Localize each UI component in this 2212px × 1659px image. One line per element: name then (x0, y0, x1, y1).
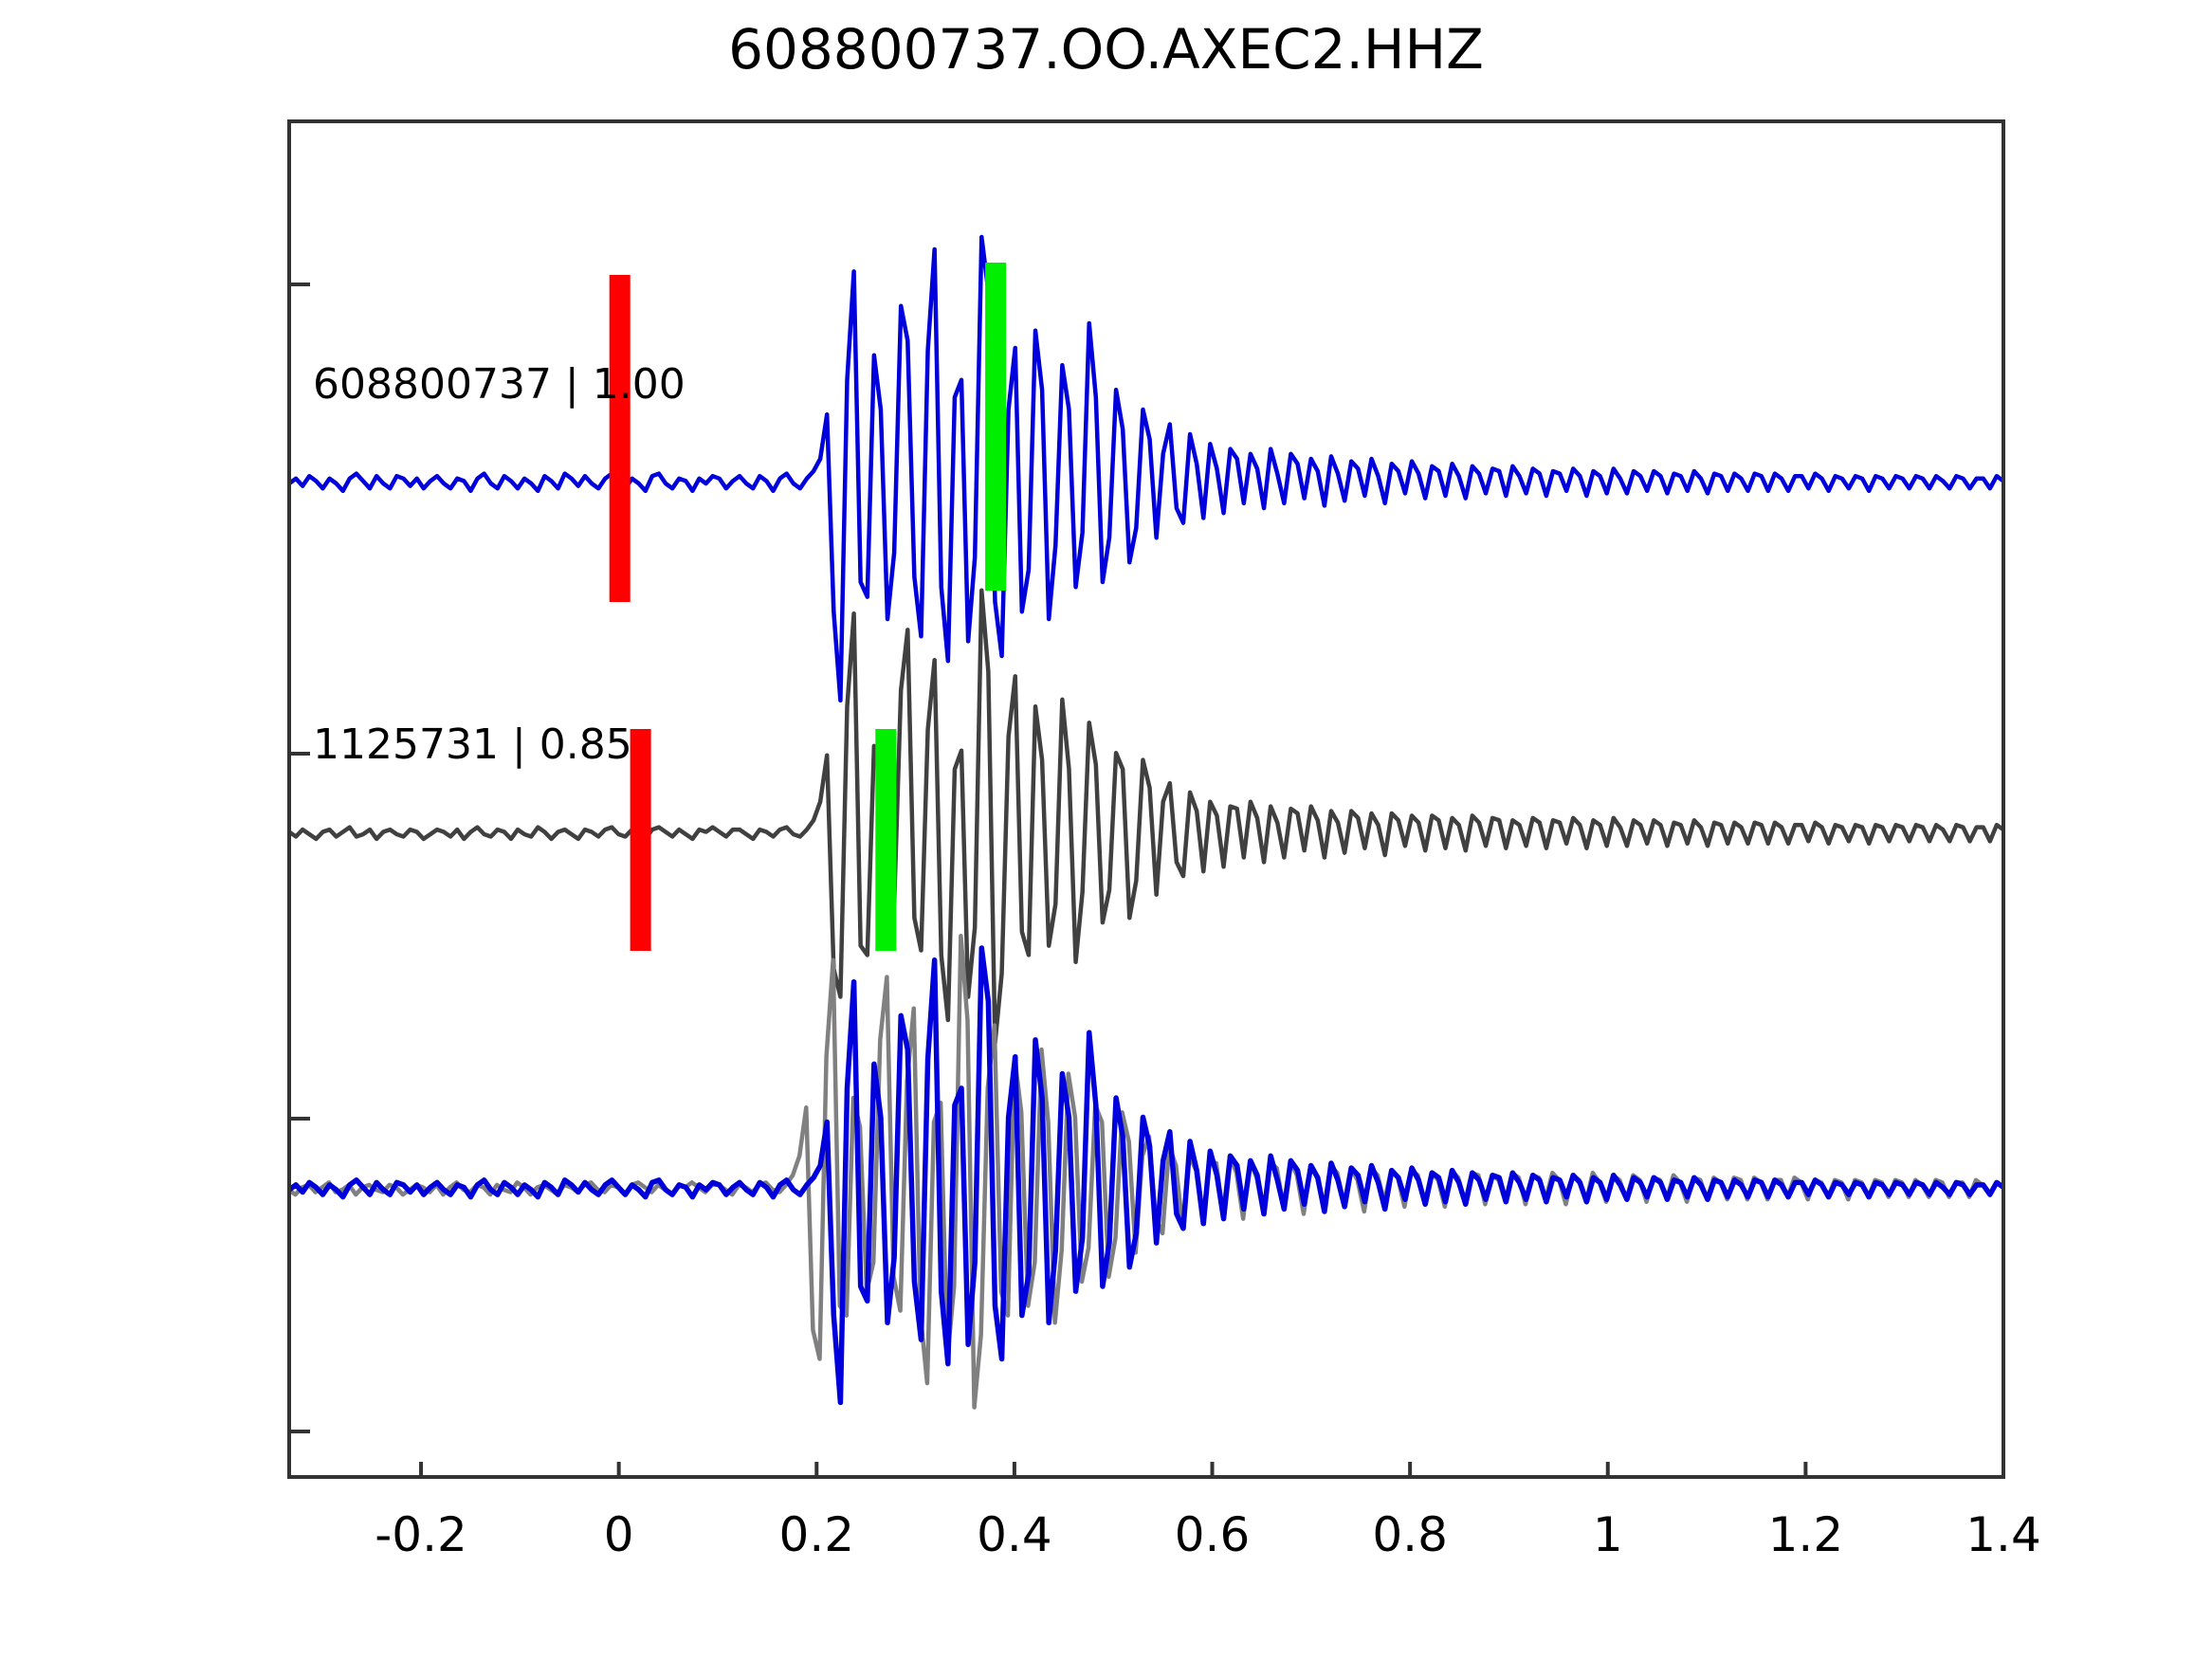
x-axis-tick-labels: -0.2 0 0.2 0.4 0.6 0.8 1 1.2 1.4 (375, 1507, 2041, 1562)
waveform-overlay-blue (291, 945, 2002, 1406)
pick-marker-p-pick (630, 729, 651, 951)
x-tick-label: 1 (1593, 1507, 1623, 1562)
x-tick-label: 0.2 (779, 1507, 855, 1562)
x-tick-label: -0.2 (375, 1507, 467, 1562)
x-tick-label: 0.6 (1175, 1507, 1251, 1562)
pick-marker-s-pick (875, 729, 897, 951)
x-tick-label: 0.4 (977, 1507, 1052, 1562)
x-tick-label: 1.4 (1965, 1507, 2041, 1562)
pick-marker-s-pick (985, 263, 1007, 591)
x-tick-label: 0 (604, 1507, 634, 1562)
waveform-traces (291, 234, 2002, 1410)
x-tick-label: 1.2 (1768, 1507, 1844, 1562)
axes-frame (287, 119, 2005, 1479)
waveform-trace-template (291, 234, 2002, 703)
trace-annotations: 608800737 | 1.00 1125731 | 0.85 (313, 360, 686, 769)
x-axis-ticks (419, 1462, 2005, 1477)
y-axis-ticks (289, 283, 310, 1433)
x-tick-label: 0.8 (1372, 1507, 1448, 1562)
trace-label-2: 1125731 | 0.85 (313, 720, 632, 769)
waveform-trace-detection (291, 588, 2002, 1046)
page-title: 608800737.OO.AXEC2.HHZ (728, 17, 1484, 82)
trace-label-1: 608800737 | 1.00 (313, 360, 686, 409)
pick-marker-p-pick (609, 275, 631, 602)
pick-markers (609, 263, 1007, 951)
